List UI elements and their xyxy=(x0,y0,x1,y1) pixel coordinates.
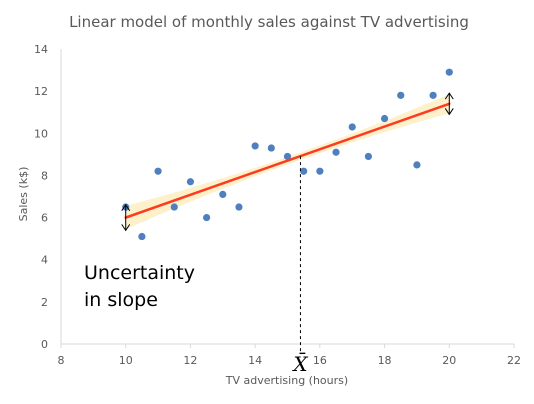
annotations: X̄ Uncertainty in slope xyxy=(84,92,454,376)
fit-line xyxy=(124,102,451,219)
data-point xyxy=(332,148,340,156)
data-point xyxy=(348,123,356,131)
data-point xyxy=(203,213,211,222)
arrow-head-bottom xyxy=(444,108,454,116)
data-point xyxy=(429,91,437,99)
uncertainty-arrow-right xyxy=(444,92,454,116)
x-tick-label: 18 xyxy=(378,354,392,367)
uncertainty-annotation: Uncertainty xyxy=(84,262,195,284)
x-tick-label: 10 xyxy=(119,354,133,367)
y-tick-label: 14 xyxy=(34,43,48,56)
data-point xyxy=(154,167,162,175)
data-point xyxy=(170,203,178,211)
x-axis-label: TV advertising (hours) xyxy=(225,374,348,387)
arrow-head-bottom xyxy=(121,224,131,232)
data-point xyxy=(267,144,275,152)
fit-line-group xyxy=(124,102,451,219)
mean-x-label: X̄ xyxy=(291,351,308,376)
y-tick-label: 10 xyxy=(34,127,48,140)
y-tick-label: 4 xyxy=(41,254,48,267)
data-point xyxy=(283,152,292,161)
y-tick-label: 12 xyxy=(34,85,48,98)
x-tick-label: 14 xyxy=(248,354,262,367)
x-tick-label: 20 xyxy=(442,354,456,367)
data-point xyxy=(219,190,227,198)
y-axis-label: Sales (k$) xyxy=(17,167,30,222)
uncertainty-arrow-left xyxy=(121,203,131,232)
y-tick-label: 8 xyxy=(41,169,48,182)
data-point xyxy=(445,68,453,76)
arrow-head-top xyxy=(121,203,131,212)
x-tick-label: 8 xyxy=(58,354,65,367)
arrow-head-top xyxy=(444,92,454,100)
chart-title: Linear model of monthly sales against TV… xyxy=(69,13,469,31)
data-point xyxy=(138,232,146,241)
data-point xyxy=(251,142,259,150)
y-tick-label: 6 xyxy=(41,212,48,225)
data-point xyxy=(397,91,405,99)
data-point xyxy=(413,161,421,169)
data-point xyxy=(186,178,195,186)
data-point xyxy=(364,152,372,161)
data-point xyxy=(380,114,389,123)
y-tick-label: 2 xyxy=(41,296,48,309)
data-point xyxy=(316,167,324,175)
y-tick-label: 0 xyxy=(41,338,48,351)
x-tick-label: 22 xyxy=(507,354,521,367)
data-point xyxy=(235,203,243,211)
axes: 0 2 4 6 8 10 12 14 8 10 12 14 16 18 20 22 xyxy=(34,43,521,367)
x-tick-label: 12 xyxy=(183,354,197,367)
data-point xyxy=(300,167,308,175)
x-tick-label: 16 xyxy=(313,354,327,367)
data-points xyxy=(122,68,453,241)
uncertainty-annotation: in slope xyxy=(84,289,158,311)
